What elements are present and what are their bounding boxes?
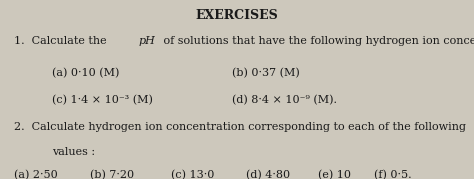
Text: (b) 0·37 (M): (b) 0·37 (M)	[232, 68, 300, 78]
Text: (b) 7·20: (b) 7·20	[90, 170, 134, 179]
Text: (f) 0·5.: (f) 0·5.	[374, 170, 412, 179]
Text: of solutions that have the following hydrogen ion concentrations :: of solutions that have the following hyd…	[160, 36, 474, 46]
Text: (a) 2·50: (a) 2·50	[14, 170, 58, 179]
Text: 2.  Calculate hydrogen ion concentration corresponding to each of the following: 2. Calculate hydrogen ion concentration …	[14, 122, 470, 132]
Text: EXERCISES: EXERCISES	[196, 9, 278, 22]
Text: (c) 1·4 × 10⁻³ (M): (c) 1·4 × 10⁻³ (M)	[52, 95, 153, 105]
Text: values :: values :	[52, 147, 95, 157]
Text: (c) 13·0: (c) 13·0	[171, 170, 214, 179]
Text: (e) 10: (e) 10	[318, 170, 351, 179]
Text: 1.  Calculate the: 1. Calculate the	[14, 36, 110, 46]
Text: (d) 8·4 × 10⁻⁹ (M).: (d) 8·4 × 10⁻⁹ (M).	[232, 95, 337, 105]
Text: (d) 4·80: (d) 4·80	[246, 170, 291, 179]
Text: pH: pH	[138, 36, 155, 46]
Text: (a) 0·10 (M): (a) 0·10 (M)	[52, 68, 119, 78]
